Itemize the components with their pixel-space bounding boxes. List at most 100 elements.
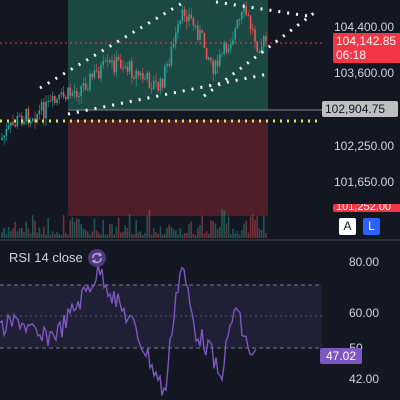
candle-body <box>78 96 80 98</box>
volume-bar <box>73 221 76 238</box>
volume-bar <box>183 233 186 238</box>
candle-body <box>205 48 208 60</box>
volume-bar <box>76 218 78 238</box>
candle-body <box>102 60 104 66</box>
candle-body <box>210 57 212 61</box>
volume-bar <box>254 219 256 238</box>
candle-body <box>199 30 201 40</box>
volume-bar <box>166 227 168 238</box>
candle-body <box>106 60 109 62</box>
volume-bar <box>139 231 142 238</box>
candle-body <box>159 78 162 91</box>
volume-bar <box>148 209 151 238</box>
rsi-indicator-title[interactable]: RSI 14 close <box>9 250 83 265</box>
volume-bar <box>186 232 188 238</box>
candle-body <box>27 108 30 124</box>
candle-body <box>113 60 115 73</box>
candle-body <box>100 65 102 79</box>
candle-body <box>1 137 3 140</box>
rsi-axis-label: 80.00 <box>348 255 380 269</box>
volume-bar <box>54 234 56 238</box>
price-axis-label: 104,400.00 <box>333 20 395 34</box>
candle-body <box>183 9 186 17</box>
candle-body <box>32 118 34 121</box>
candle-body <box>175 32 177 44</box>
volume-bar <box>93 218 96 238</box>
volume-bar <box>104 234 107 238</box>
auto-scale-button[interactable]: A <box>339 218 356 235</box>
candle-body <box>179 20 181 24</box>
volume-bar <box>67 234 69 238</box>
volume-bar <box>170 227 173 238</box>
candle-body <box>258 51 261 54</box>
price-axis-label: 103,600.00 <box>333 66 395 80</box>
log-scale-button[interactable]: L <box>363 218 380 235</box>
candle-body <box>45 101 47 119</box>
candle-body <box>128 61 131 72</box>
volume-bar <box>87 231 89 238</box>
candle-body <box>157 81 159 91</box>
volume-bar <box>111 224 113 238</box>
refresh-icon[interactable] <box>88 249 106 267</box>
candle-body <box>117 56 120 60</box>
candle-body <box>146 72 148 79</box>
candle-body <box>111 60 113 63</box>
candle-body <box>98 71 100 79</box>
candle-body <box>177 23 179 33</box>
volume-bar <box>227 216 230 238</box>
volume-bar <box>159 226 162 238</box>
candle-body <box>150 88 153 90</box>
clipped-price-badge: 101,252.00 <box>333 204 400 212</box>
candle-body <box>18 115 21 117</box>
candle-body <box>236 20 239 29</box>
volume-bar <box>199 224 201 238</box>
volume-bar <box>214 223 217 238</box>
candle-body <box>212 60 214 74</box>
candle-body <box>23 121 25 125</box>
volume-bar <box>161 234 164 238</box>
candle-body <box>84 82 87 90</box>
volume-bar <box>265 232 267 238</box>
candle-body <box>168 64 170 66</box>
current-price-value: 104,142.85 <box>336 34 397 48</box>
volume-bar <box>172 228 175 238</box>
volume-bar <box>128 214 131 238</box>
volume-bar <box>188 224 190 238</box>
volume-bar <box>5 233 8 238</box>
loss-zone <box>68 120 268 216</box>
candle-body <box>12 122 14 125</box>
candle-body <box>172 43 175 48</box>
volume-bar <box>197 228 199 238</box>
candle-body <box>230 44 232 49</box>
candle-body <box>216 60 219 67</box>
volume-bar <box>34 220 36 238</box>
volume-bar <box>230 234 232 238</box>
candle-body <box>238 19 241 21</box>
candle-body <box>5 129 8 136</box>
volume-bar <box>98 232 100 238</box>
candle-body <box>194 25 197 27</box>
candle-body <box>25 108 27 122</box>
volume-bar <box>120 232 122 238</box>
volume-bar <box>10 231 12 238</box>
volume-bar <box>210 220 212 238</box>
volume-bar <box>7 226 10 238</box>
volume-bar <box>223 210 225 238</box>
candle-body <box>153 80 155 90</box>
reference-price-badge: 102,904.75 <box>322 101 398 117</box>
candle-body <box>252 29 254 31</box>
volume-bar <box>89 234 91 238</box>
volume-bar <box>51 231 54 238</box>
candle-body <box>65 96 67 100</box>
candle-body <box>54 95 56 104</box>
candlestick-series <box>1 1 267 145</box>
volume-bar <box>192 233 195 238</box>
volume-bar <box>157 233 159 238</box>
candle-body <box>133 77 135 79</box>
rsi-axis-label: 60.00 <box>348 306 380 320</box>
volume-bar <box>95 230 98 238</box>
candle-body <box>93 70 96 78</box>
volume-bar <box>203 233 206 238</box>
volume-bar <box>106 234 109 238</box>
